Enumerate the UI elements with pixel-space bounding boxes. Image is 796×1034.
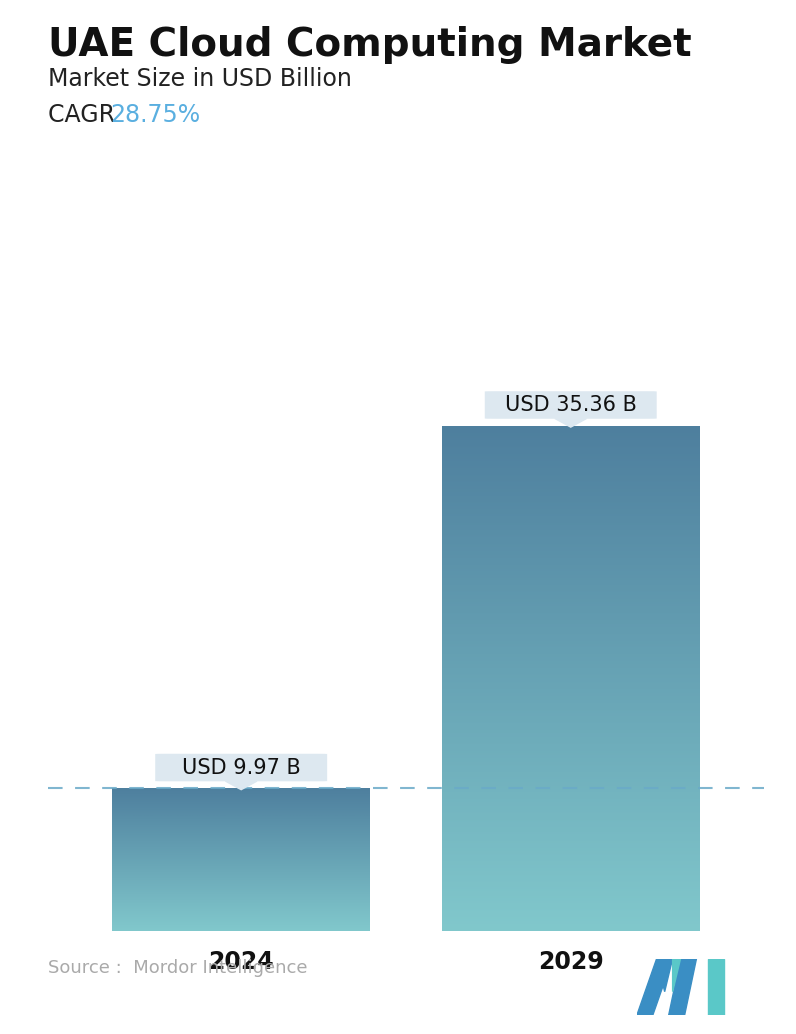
- Polygon shape: [708, 959, 724, 1015]
- Text: USD 9.97 B: USD 9.97 B: [181, 758, 301, 778]
- FancyBboxPatch shape: [155, 754, 327, 782]
- Text: UAE Cloud Computing Market: UAE Cloud Computing Market: [48, 26, 692, 64]
- Polygon shape: [555, 419, 587, 427]
- Text: USD 35.36 B: USD 35.36 B: [505, 395, 637, 415]
- Text: CAGR: CAGR: [48, 103, 123, 127]
- Text: Market Size in USD Billion: Market Size in USD Billion: [48, 67, 352, 91]
- Text: Source :  Mordor Intelligence: Source : Mordor Intelligence: [48, 960, 307, 977]
- Polygon shape: [673, 959, 681, 992]
- Polygon shape: [669, 959, 696, 1015]
- Text: 28.75%: 28.75%: [110, 103, 200, 127]
- FancyBboxPatch shape: [485, 391, 657, 419]
- Polygon shape: [657, 959, 673, 992]
- Polygon shape: [225, 781, 257, 790]
- Polygon shape: [637, 959, 673, 1015]
